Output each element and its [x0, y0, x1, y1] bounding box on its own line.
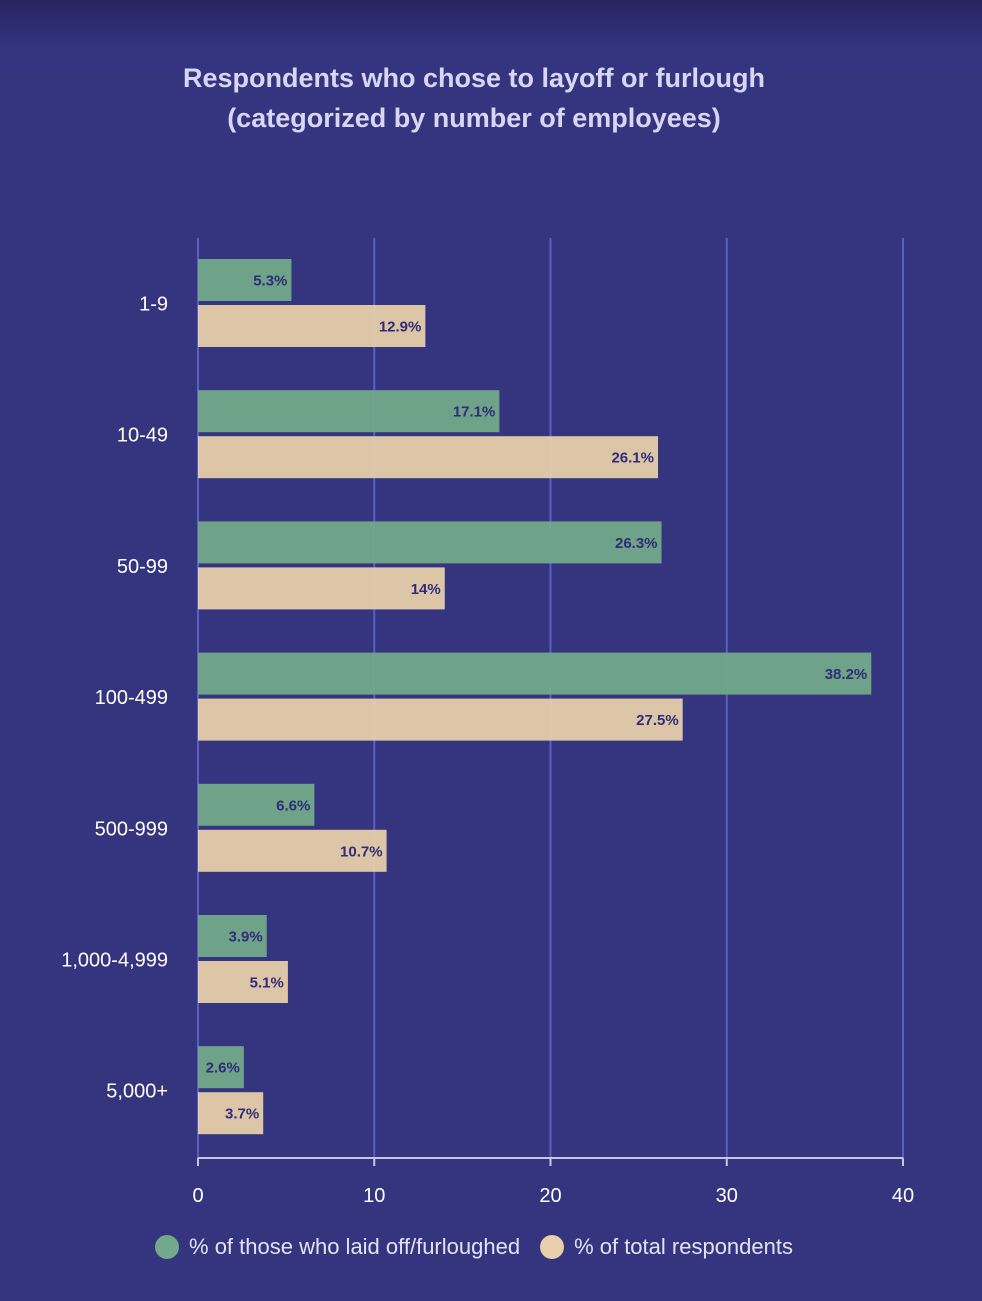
category-label-3: 100-499	[95, 687, 168, 709]
bar-total-4	[198, 829, 387, 872]
bar-laid-off-1	[198, 390, 500, 433]
category-label-1: 10-49	[117, 425, 168, 447]
category-label-4: 500-999	[95, 818, 168, 840]
category-label-2: 50-99	[117, 556, 168, 578]
bar-laid-off-0	[198, 259, 292, 301]
bar-laid-off-6	[198, 1046, 244, 1089]
chart-title-line-2: (categorized by number of employees)	[227, 103, 721, 133]
legend-item-series-1[interactable]: % of those who laid off/furloughed	[155, 1234, 520, 1260]
data-label-laid-off-4: 6.6%	[276, 797, 310, 814]
bar-laid-off-4	[198, 783, 315, 826]
legend-item-series-2[interactable]: % of total respondents	[540, 1234, 793, 1260]
legend-label-series-2: % of total respondents	[574, 1234, 793, 1259]
data-label-total-6: 3.7%	[225, 1106, 259, 1123]
data-label-laid-off-5: 3.9%	[229, 929, 263, 946]
bar-total-1	[198, 436, 659, 479]
bar-total-2	[198, 567, 445, 610]
data-label-laid-off-2: 26.3%	[615, 535, 658, 552]
data-label-laid-off-1: 17.1%	[453, 404, 496, 421]
data-label-total-0: 12.9%	[379, 319, 422, 336]
data-label-laid-off-0: 5.3%	[253, 273, 287, 290]
category-label-0: 1-9	[139, 294, 168, 316]
bar-laid-off-2	[198, 521, 662, 564]
data-label-laid-off-6: 2.6%	[206, 1060, 240, 1077]
data-label-total-5: 5.1%	[250, 975, 284, 992]
data-label-total-3: 27.5%	[636, 712, 679, 729]
x-tick-label-30: 30	[716, 1185, 738, 1207]
legend-label-series-1: % of those who laid off/furloughed	[189, 1234, 521, 1259]
data-label-total-4: 10.7%	[340, 843, 383, 860]
legend-swatch-beige	[540, 1235, 565, 1259]
x-tick-label-20: 20	[539, 1185, 561, 1207]
bar-total-6	[198, 1092, 264, 1135]
bar-laid-off-5	[198, 915, 267, 957]
x-tick-label-0: 0	[192, 1185, 203, 1207]
data-label-total-1: 26.1%	[611, 450, 654, 467]
bar-total-5	[198, 961, 288, 1003]
bar-total-0	[198, 305, 426, 347]
legend-swatch-green	[155, 1235, 180, 1259]
data-label-laid-off-3: 38.2%	[825, 666, 868, 683]
chart-legend: % of those who laid off/furloughed % of …	[0, 1234, 948, 1260]
chart-title-line-1: Respondents who chose to layoff or furlo…	[182, 63, 765, 93]
data-label-total-2: 14%	[411, 581, 441, 598]
chart-title: Respondents who chose to layoff or furlo…	[0, 58, 948, 138]
bar-laid-off-3	[198, 652, 872, 695]
x-tick-label-40: 40	[892, 1185, 914, 1207]
bar-total-3	[198, 698, 683, 741]
category-label-6: 5,000+	[106, 1081, 168, 1103]
x-tick-label-10: 10	[363, 1185, 385, 1207]
category-label-5: 1,000-4,999	[61, 950, 168, 972]
